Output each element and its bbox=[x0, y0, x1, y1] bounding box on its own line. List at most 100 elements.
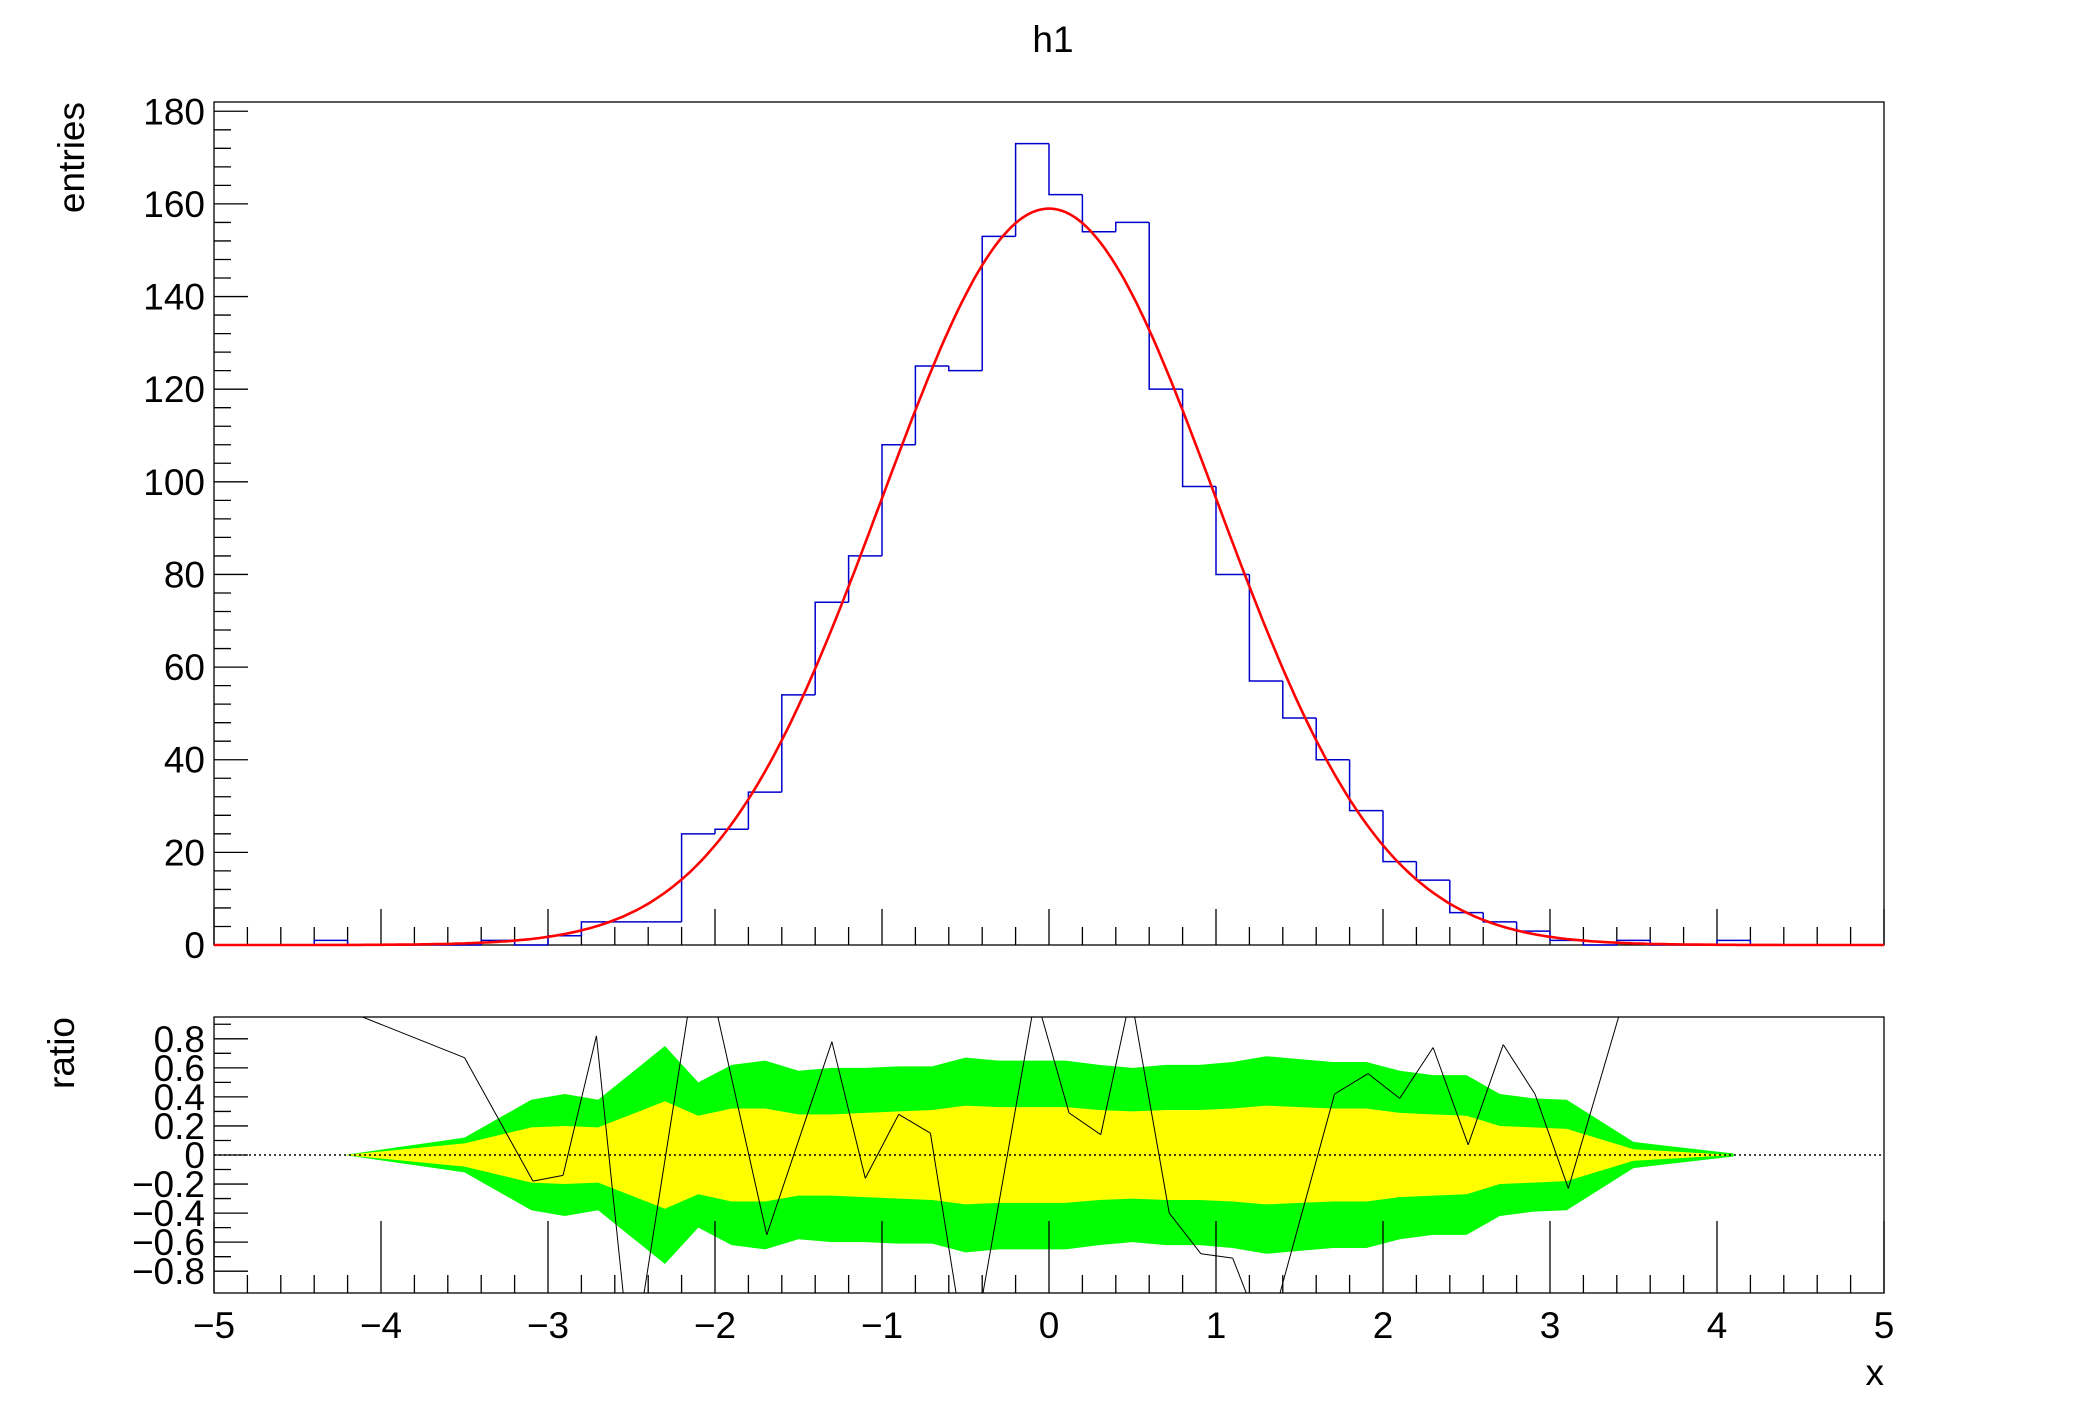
histogram-bin bbox=[948, 366, 983, 372]
histogram-bin bbox=[1582, 940, 1617, 946]
y-tick-label: 40 bbox=[164, 740, 205, 781]
y-tick-label: 0 bbox=[184, 925, 205, 966]
histogram-bin bbox=[1115, 221, 1150, 232]
histogram-bin bbox=[313, 939, 348, 945]
ratio-y-tick-label: −0.8 bbox=[132, 1251, 205, 1292]
y-tick-label: 160 bbox=[143, 184, 205, 225]
x-tick-label: 2 bbox=[1373, 1305, 1394, 1346]
ratio-line-segment bbox=[1432, 1047, 1469, 1146]
one-sigma-band bbox=[344, 1101, 1734, 1209]
ratio-line-segment bbox=[1502, 1044, 1536, 1095]
histogram-bin bbox=[1014, 142, 1049, 237]
ratio-y-tick-label: 0.8 bbox=[154, 1019, 205, 1060]
ratio-line-segment bbox=[1200, 1253, 1233, 1259]
ratio-y-tick-label: 0.4 bbox=[154, 1077, 205, 1118]
fit-curve bbox=[214, 207, 1884, 947]
histogram-bin bbox=[781, 694, 816, 793]
x-tick-label: 0 bbox=[1039, 1305, 1060, 1346]
upper-frame bbox=[213, 101, 1885, 946]
ratio-line-segment bbox=[1168, 1212, 1202, 1255]
ratio-line-segment bbox=[1068, 1112, 1102, 1136]
ratio-pad: 0.80.60.40.20−0.2−0.4−0.6−0.8−5 −4 −3 −2 −1 0… bbox=[132, 1016, 1895, 1346]
x-tick-label: 3 bbox=[1540, 1305, 1561, 1346]
histogram-bin bbox=[747, 791, 782, 830]
ratio-line-segment bbox=[532, 1174, 564, 1182]
ratio-line-segment bbox=[1467, 1044, 1504, 1145]
ratio-line-segment bbox=[595, 1035, 624, 1293]
histogram-bin bbox=[1716, 939, 1751, 945]
histogram-bin bbox=[1248, 574, 1283, 682]
ratio-y-tick-label: −0.2 bbox=[132, 1164, 205, 1205]
ratio-line-segment bbox=[766, 1041, 833, 1236]
histogram-bin bbox=[1148, 222, 1183, 390]
ratio-line-segment bbox=[562, 1035, 597, 1176]
ratio-line-segment bbox=[1041, 1017, 1070, 1114]
ratio-line-segment bbox=[643, 1017, 688, 1293]
y-tick-label: 60 bbox=[164, 647, 205, 688]
ratio-line-segment bbox=[1100, 1017, 1127, 1135]
histogram-bin bbox=[714, 828, 749, 834]
upper-y-axis-label: entries bbox=[51, 102, 92, 213]
ratio-y-tick-label: −0.4 bbox=[132, 1193, 205, 1234]
ratio-plot-area bbox=[214, 1017, 1884, 1293]
histogram-bin bbox=[1482, 912, 1517, 923]
histogram-bin bbox=[1415, 861, 1450, 881]
ratio-line-segment bbox=[1279, 1093, 1336, 1293]
y-tick-label: 20 bbox=[164, 832, 205, 873]
histogram-bin bbox=[1315, 718, 1350, 761]
histogram-bin bbox=[914, 365, 949, 445]
x-tick-label: 1 bbox=[1206, 1305, 1227, 1346]
histogram-bin bbox=[1081, 194, 1116, 233]
ratio-line-segment bbox=[982, 1017, 1033, 1293]
ratio-line-segment bbox=[1334, 1073, 1369, 1095]
x-axis-label: x bbox=[1866, 1352, 1885, 1393]
histogram-bin bbox=[1515, 921, 1550, 932]
histogram-bin bbox=[1449, 880, 1484, 914]
x-tick-label: −2 bbox=[694, 1305, 736, 1346]
histogram-bin bbox=[1382, 810, 1417, 863]
y-tick-label: 140 bbox=[143, 277, 205, 318]
x-tick-label: −4 bbox=[360, 1305, 402, 1346]
x-tick-label: 5 bbox=[1874, 1305, 1895, 1346]
histogram-bin bbox=[1048, 143, 1083, 196]
ratio-line-segment bbox=[717, 1017, 768, 1236]
y-tick-label: 80 bbox=[164, 554, 205, 595]
ratio-y-tick-label: 0 bbox=[184, 1135, 205, 1176]
histogram-bin bbox=[1282, 680, 1317, 719]
ratio-y-tick-label: −0.6 bbox=[132, 1222, 205, 1263]
y-tick-label: 180 bbox=[143, 91, 205, 132]
ratio-line-segment bbox=[464, 1057, 534, 1182]
histogram-bin bbox=[513, 940, 548, 946]
ratio-line-segment bbox=[1534, 1093, 1569, 1189]
chart-title: h1 bbox=[1032, 19, 1073, 60]
ratio-y-tick-label: 0.6 bbox=[154, 1048, 205, 1089]
ratio-line-segment bbox=[1134, 1017, 1170, 1214]
x-tick-label: −1 bbox=[861, 1305, 903, 1346]
histogram-bin bbox=[1215, 486, 1250, 576]
lower-y-axis-label: ratio bbox=[41, 1017, 82, 1089]
histogram-bin bbox=[680, 833, 715, 922]
histogram-bin bbox=[881, 444, 916, 556]
ratio-line-segment bbox=[831, 1041, 866, 1179]
ratio-line-segment bbox=[929, 1133, 957, 1293]
histogram-bin bbox=[814, 601, 849, 695]
ratio-y-tick-label: 0.2 bbox=[154, 1106, 205, 1147]
histogram-bin bbox=[981, 235, 1016, 371]
upper-pad: 0 20 40 60 80 100 120 140 160 180 bbox=[143, 91, 1885, 966]
ratio-line-segment bbox=[1232, 1257, 1247, 1293]
ratio-line-segment bbox=[864, 1114, 900, 1179]
histogram-bin bbox=[1348, 759, 1383, 812]
x-tick-label: −3 bbox=[527, 1305, 569, 1346]
histogram-bin bbox=[1181, 389, 1216, 488]
y-tick-label: 120 bbox=[143, 369, 205, 410]
y-tick-label: 100 bbox=[143, 462, 205, 503]
histogram-bin bbox=[847, 555, 882, 603]
ratio-line-segment bbox=[361, 1017, 465, 1059]
x-tick-label: −5 bbox=[193, 1305, 235, 1346]
ratio-line-segment bbox=[1567, 1017, 1620, 1189]
ratio-line-segment bbox=[1399, 1047, 1434, 1099]
ratio-line-segment bbox=[1367, 1073, 1401, 1099]
ratio-line-segment bbox=[898, 1113, 931, 1134]
x-tick-label: 4 bbox=[1707, 1305, 1728, 1346]
